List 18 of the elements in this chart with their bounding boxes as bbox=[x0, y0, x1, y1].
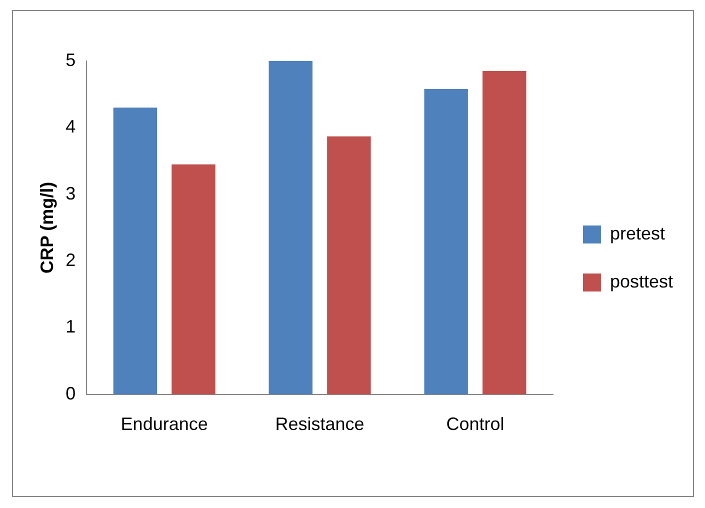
y-tick-label: 3 bbox=[66, 183, 76, 204]
y-tick-label: 4 bbox=[66, 116, 76, 137]
bar bbox=[327, 136, 371, 394]
y-tick-label: 5 bbox=[66, 50, 76, 70]
bar bbox=[268, 61, 312, 394]
x-tick-label: Endurance bbox=[120, 414, 208, 434]
y-axis-title: CRP (mg/l) bbox=[36, 182, 57, 274]
x-tick-label: Resistance bbox=[275, 414, 364, 434]
x-tick-label: Control bbox=[446, 414, 504, 434]
bar bbox=[113, 108, 158, 394]
y-tick-label: 2 bbox=[66, 250, 76, 270]
bar bbox=[172, 164, 216, 394]
y-tick-label: 0 bbox=[66, 383, 76, 404]
bar bbox=[482, 71, 526, 394]
y-tick-label: 1 bbox=[66, 316, 76, 337]
bar bbox=[424, 89, 468, 394]
legend-label: posttest bbox=[610, 271, 674, 292]
legend-label: pretest bbox=[610, 223, 665, 244]
